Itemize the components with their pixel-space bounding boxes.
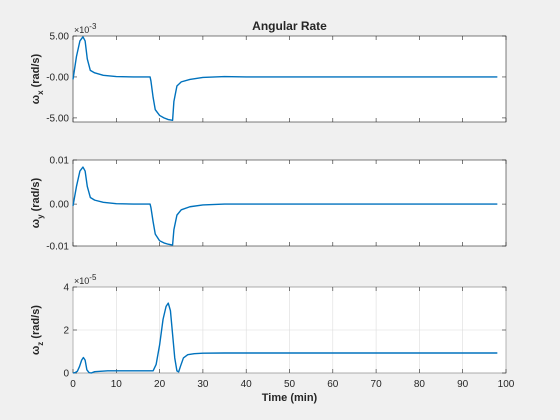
x-tick-label: 10 xyxy=(111,379,123,390)
y-exponent-label: ×10-3 xyxy=(74,22,97,35)
x-tick-label: 90 xyxy=(457,379,469,390)
x-tick-label: 30 xyxy=(197,379,209,390)
x-tick-label: 50 xyxy=(284,379,296,390)
y-tick-label: 4 xyxy=(63,283,69,294)
y-axis-label: ωz (rad/s) xyxy=(30,305,45,355)
plot-area xyxy=(72,35,507,123)
y-tick-label: 0.00 xyxy=(50,200,70,211)
x-tick-label: 70 xyxy=(371,379,383,390)
y-tick-label: 2 xyxy=(63,326,69,337)
y-tick-label: 0.01 xyxy=(50,156,70,167)
series-line xyxy=(72,166,498,246)
x-axis-label: Time (min) xyxy=(262,392,318,404)
x-tick-label: 80 xyxy=(414,379,426,390)
panel-omega-x: -5.00 -0.00 5.00 ×10-3 ωx (rad/s) xyxy=(30,22,507,124)
y-tick-label: -5.00 xyxy=(46,113,69,124)
panel-omega-y: -0.01 0.00 0.01 ωy (rad/s) xyxy=(30,156,507,253)
y-tick-label: 5.00 xyxy=(50,32,70,43)
x-tick-label: 100 xyxy=(498,379,515,390)
y-tick-label: -0.00 xyxy=(46,72,69,83)
series-line xyxy=(72,302,498,374)
chart-title: Angular Rate xyxy=(252,19,327,33)
panel-omega-z: 0 10 20 30 40 50 60 70 80 90 100 0 2 4 ×10-5 ωz (rad/s) xyxy=(30,273,515,390)
x-tick-label: 20 xyxy=(154,379,166,390)
x-tick-label: 60 xyxy=(327,379,339,390)
series-line xyxy=(72,36,498,122)
plot-area xyxy=(72,159,507,247)
x-tick-label: 40 xyxy=(241,379,253,390)
y-tick-label: -0.01 xyxy=(46,242,69,253)
y-exponent-label: ×10-5 xyxy=(74,273,97,286)
y-tick-label: 0 xyxy=(63,369,69,380)
y-axis-label: ωx (rad/s) xyxy=(30,53,45,104)
x-tick-label: 0 xyxy=(70,379,76,390)
y-axis-label: ωy (rad/s) xyxy=(30,177,45,228)
